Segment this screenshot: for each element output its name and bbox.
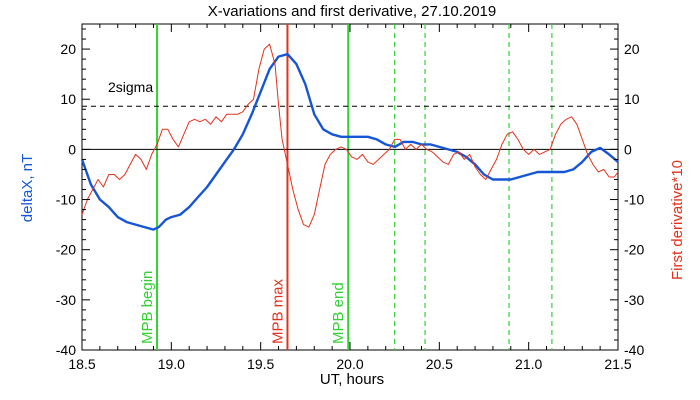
x-axis-title: UT, hours	[320, 371, 384, 388]
series-layer	[80, 43, 619, 231]
y-tick-label-left-3: -10	[56, 192, 76, 208]
x-tick-label-4: 20.5	[426, 356, 453, 372]
deltax-series-line	[80, 52, 619, 231]
y-tick-label-right-4: -20	[624, 242, 644, 258]
y-tick-label-left-6: -40	[56, 342, 76, 358]
reference-lines	[82, 105, 618, 150]
y-tick-label-left-0: 20	[60, 41, 76, 57]
y-tick-label-right-6: -40	[624, 342, 644, 358]
markers-layer	[156, 24, 553, 350]
tick-labels: 18.5 19.0 19.5 20.0 20.5 21.0 21.5 20 20 10 10 0 0 -1…	[56, 41, 645, 372]
x-tick-label-1: 19.0	[158, 356, 185, 372]
y-tick-label-left-2: 0	[68, 141, 76, 157]
sigma-label: 2sigma	[108, 79, 153, 95]
y-tick-label-right-0: 20	[624, 41, 640, 57]
y-tick-label-right-1: 10	[624, 91, 640, 107]
x-tick-label-6: 21.5	[604, 356, 631, 372]
y-tick-label-right-3: -10	[624, 192, 644, 208]
plot-frame	[81, 23, 619, 351]
marker-labels: MPB begin MPB max MPB end	[139, 271, 347, 344]
y-tick-label-left-1: 10	[60, 91, 76, 107]
y-tick-label-left-5: -30	[56, 292, 76, 308]
x-tick-label-0: 18.5	[68, 356, 95, 372]
chart-title: X-variations and first derivative, 27.10…	[208, 3, 497, 20]
x-tick-label-5: 21.0	[515, 356, 542, 372]
y-tick-label-left-4: -20	[56, 242, 76, 258]
ticks-layer	[81, 24, 619, 351]
vertical-marker-label-2: MPB end	[330, 282, 347, 344]
x-tick-label-2: 19.5	[247, 356, 274, 372]
vertical-marker-label-1: MPB max	[269, 278, 286, 344]
y-tick-label-right-2: 0	[624, 141, 632, 157]
vertical-marker-label-0: MPB begin	[139, 271, 156, 344]
derivative-series-line	[81, 43, 619, 228]
x-tick-label-3: 20.0	[336, 356, 363, 372]
y-axis-title-right: First derivative*10	[669, 160, 686, 280]
y-axis-title-left: deltaX, nT	[19, 154, 36, 222]
y-tick-label-right-5: -30	[624, 292, 644, 308]
